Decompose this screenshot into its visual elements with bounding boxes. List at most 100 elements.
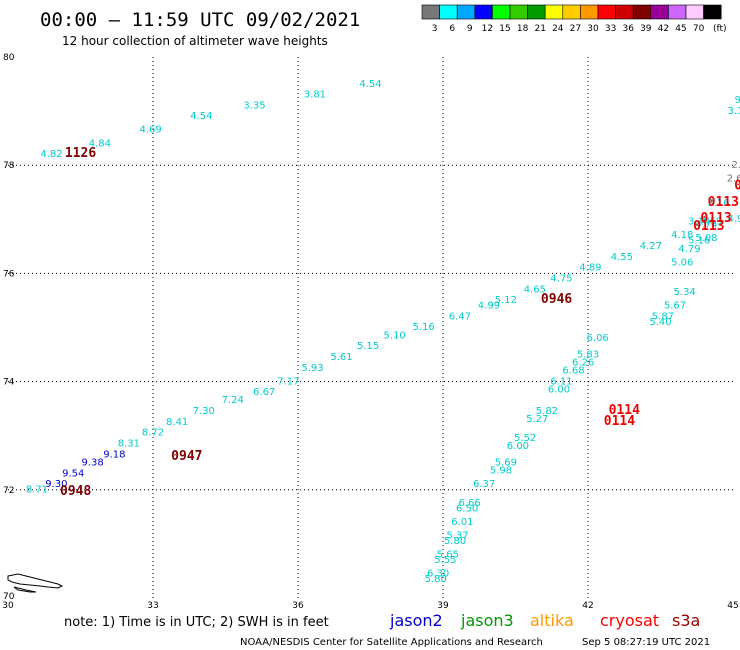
swh-value-label: 5.12: [495, 295, 517, 306]
y-tick-label: 80: [3, 53, 15, 63]
swh-value-label: 3.16: [707, 198, 729, 209]
legend-tick-label: 9: [467, 24, 473, 34]
swh-value-label: 4.82: [40, 149, 62, 160]
swh-value-label: 5.16: [413, 322, 435, 333]
pass-time-label: 0113: [700, 211, 731, 226]
swh-value-label: 9.54: [62, 468, 84, 479]
swh-value-label: 5.80: [425, 574, 447, 585]
swh-value-label: 4.54: [190, 111, 212, 122]
swh-value-label: 3.1: [727, 106, 740, 117]
legend-tick-label: 21: [534, 24, 545, 34]
pass-time-label: 0113: [708, 195, 739, 210]
pass-time-label: 1126: [65, 146, 96, 161]
swh-value-label: 9.30: [45, 479, 67, 490]
swh-value-label: 6.37: [473, 479, 495, 490]
legend-unit: (ft): [713, 24, 727, 34]
legend-tick-label: 36: [622, 24, 634, 34]
swh-value-label: 5.83: [577, 349, 599, 360]
swh-value-label: 6.26: [572, 357, 594, 368]
swh-value-label: 2.40: [732, 160, 740, 171]
swh-value-label: 4.69: [139, 125, 161, 136]
swh-value-label: 5.06: [671, 257, 693, 268]
swh-value-label: 4.99: [478, 301, 500, 312]
swh-value-label: 8.31: [118, 439, 140, 450]
swh-value-label: 6.68: [562, 365, 584, 376]
x-tick-label: 39: [437, 601, 449, 611]
legend-swatch: [456, 4, 476, 20]
satellite-name: jason2: [389, 611, 443, 630]
swh-value-label: 5.61: [330, 352, 352, 363]
chart-title: 00:00 – 11:59 UTC 09/02/2021: [40, 9, 360, 31]
axes: 30 33 36 39 42 45 70 72 74 76 78 80: [2, 53, 738, 611]
swh-value-label: 6.06: [587, 333, 609, 344]
pass-time-label: 0948: [60, 484, 91, 499]
swh-value-label: 7.17: [277, 376, 299, 387]
x-tick-label: 36: [292, 601, 304, 611]
legend-tick-label: 3: [432, 24, 438, 34]
legend-swatch: [597, 4, 616, 20]
swh-value-label: 3.81: [304, 90, 326, 101]
swh-value-label: 5.52: [514, 433, 536, 444]
swh-value-label: 7.30: [193, 406, 215, 417]
swh-value-label: 5.55: [434, 555, 456, 566]
chart-subtitle: 12 hour collection of altimeter wave hei…: [62, 34, 328, 48]
coastline: [7, 573, 64, 593]
swh-value-label: 4.89: [579, 263, 601, 274]
swh-value-label: 4.75: [550, 274, 572, 285]
swh-value-label: 5.98: [490, 466, 512, 477]
legend-swatch: [650, 4, 669, 20]
swh-value-label: 5.80: [444, 536, 466, 547]
color-legend: 3 6 9 12 15 18 21 24 27 30 33 36 39 42 45 70: [421, 4, 722, 34]
legend-swatch: [474, 4, 493, 20]
satellite-name: jason3: [460, 611, 514, 630]
swh-value-label: 6.67: [253, 387, 275, 398]
swh-value-label: 5.34: [674, 287, 696, 298]
swh-value-label: 4.27: [640, 241, 662, 252]
swh-value-label: 5.16: [688, 236, 710, 247]
swh-value-label: 2.69: [727, 173, 740, 184]
legend-tick-label: 45: [675, 24, 686, 34]
legend-swatch: [527, 4, 546, 20]
swh-value-label: 6.01: [451, 517, 473, 528]
swh-value-label: 8.41: [166, 417, 188, 428]
swh-value-label: 6.47: [449, 311, 471, 322]
swh-value-label: 5.08: [695, 233, 717, 244]
pass-time-label: 0114: [609, 403, 640, 418]
swh-value-label: 5.27: [526, 414, 548, 425]
swh-value-label: 6.66: [458, 498, 480, 509]
legend-swatch: [439, 4, 458, 20]
swh-value-label: 4.9: [727, 214, 740, 225]
swh-value-label: 3.35: [243, 100, 265, 111]
legend-tick-label: 6: [449, 24, 455, 34]
legend-swatch: [703, 4, 722, 20]
legend-tick-label: 27: [570, 24, 581, 34]
swh-value-label: 4.84: [89, 138, 111, 149]
swh-value-label: 5.69: [495, 457, 517, 468]
legend-swatch: [668, 4, 687, 20]
legend-tick-label: 70: [693, 24, 705, 34]
legend-tick-label: 42: [658, 24, 669, 34]
pass-time-label: 0947: [171, 449, 202, 464]
swh-value-label: 5.37: [446, 530, 468, 541]
legend-tick-label: 33: [605, 24, 616, 34]
swh-value-label: 5.10: [384, 330, 406, 341]
swh-value-label: 6.00: [548, 384, 570, 395]
legend-tick-label: 18: [517, 24, 529, 34]
swh-value-label: 5.67: [664, 301, 686, 312]
swh-value-label: 4.18: [671, 230, 693, 241]
legend-swatch: [492, 4, 511, 20]
footer-note: note: 1) Time is in UTC; 2) SWH is in fe…: [64, 615, 329, 630]
pass-time-label: 0946: [541, 292, 572, 307]
swh-value-label: 9: [735, 95, 740, 106]
swh-value-label: 5.15: [357, 341, 379, 352]
swh-value-label: 9.38: [81, 457, 103, 468]
swh-value-label: 4.54: [359, 79, 381, 90]
x-tick-label: 30: [2, 601, 14, 611]
grid-lines: [8, 57, 733, 598]
swh-value-label: 3.14: [688, 217, 710, 228]
swh-value-label: 5.87: [652, 311, 674, 322]
legend-swatch: [509, 4, 528, 20]
legend-swatch: [580, 4, 599, 20]
swh-value-label: 4.65: [524, 284, 546, 295]
